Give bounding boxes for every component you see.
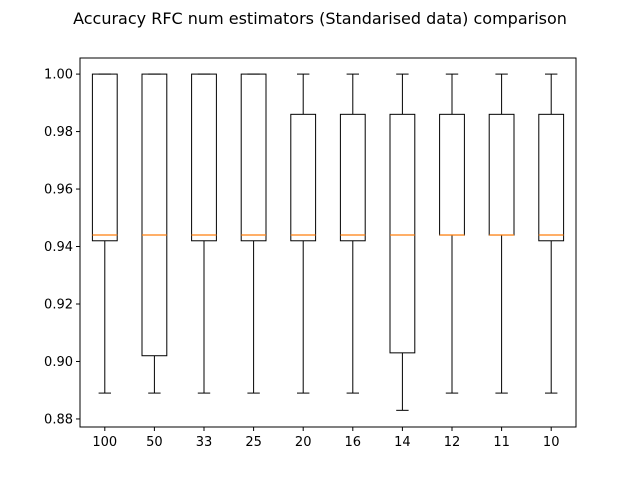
box-iqr xyxy=(141,73,168,357)
box-iqr xyxy=(290,113,317,242)
x-tick-label: 12 xyxy=(444,435,461,450)
x-tick-label: 10 xyxy=(543,435,560,450)
x-tick-label: 33 xyxy=(196,435,213,450)
box-iqr xyxy=(191,73,217,242)
box-iqr xyxy=(538,113,565,242)
chart-title: Accuracy RFC num estimators (Standarised… xyxy=(73,9,567,28)
y-tick-label: 0.98 xyxy=(44,125,73,140)
x-tick-label: 16 xyxy=(345,435,362,450)
y-tick-label: 0.92 xyxy=(44,298,73,313)
box-iqr xyxy=(339,113,366,242)
box-iqr xyxy=(91,73,118,242)
box-iqr xyxy=(240,73,267,242)
y-tick-label: 1.00 xyxy=(44,68,73,83)
y-tick-label: 0.90 xyxy=(44,355,73,370)
x-tick-label: 50 xyxy=(146,435,163,450)
x-tick-label: 11 xyxy=(493,435,510,450)
box-iqr xyxy=(389,113,416,354)
x-tick-label: 100 xyxy=(92,435,117,450)
y-tick-label: 0.96 xyxy=(44,183,73,198)
x-tick-label: 20 xyxy=(295,435,312,450)
plot-area: 0.88 0.90 0.92 0.94 0.96 0.98 1.00 100 50 33 25 20 1… xyxy=(44,57,577,450)
axes-frame xyxy=(79,57,577,428)
x-tick-label: 25 xyxy=(245,435,262,450)
x-tick-label: 14 xyxy=(394,435,411,450)
y-tick-label: 0.88 xyxy=(44,412,73,427)
y-tick-label: 0.94 xyxy=(44,240,73,255)
